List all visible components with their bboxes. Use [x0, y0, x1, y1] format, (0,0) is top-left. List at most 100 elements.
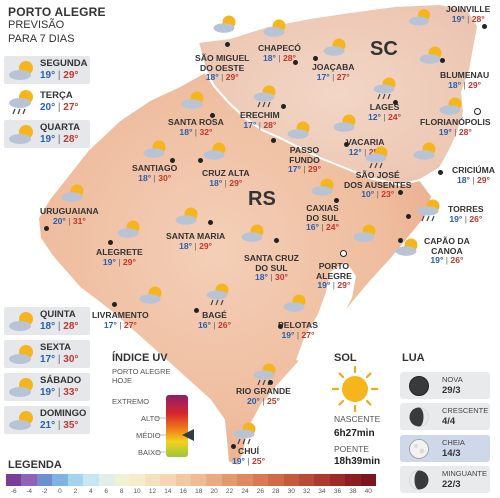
state-label-sc: SC — [370, 38, 398, 60]
waxing-moon-icon — [409, 407, 429, 427]
rain-icon — [9, 90, 33, 115]
partly-cloudy-icon — [213, 15, 236, 33]
rain-icon — [365, 146, 388, 169]
legend-value: 36 — [333, 488, 342, 495]
forecast-day-1: SEGUNDA 19° | 29° — [4, 56, 90, 84]
forecast-min: 19° — [40, 387, 56, 398]
rain-icon — [206, 283, 229, 306]
legend-value: 34 — [318, 488, 326, 495]
partly-cloudy-icon — [139, 286, 162, 304]
forecast-max: 28° — [63, 134, 79, 145]
legend-swatch — [144, 474, 161, 486]
legend-swatch — [160, 474, 176, 486]
city-lages: LAGES 12° | 24° — [368, 102, 402, 122]
partly-cloudy-icon — [263, 19, 286, 37]
uv-day: HOJE — [112, 376, 133, 385]
legend-swatch — [98, 474, 114, 486]
legend-value: 0 — [58, 488, 62, 495]
rain-icon — [233, 422, 256, 445]
forecast-max: 27° — [63, 102, 79, 113]
rain-icon — [417, 199, 440, 222]
uv-location: PORTO ALEGRE — [112, 367, 171, 376]
city-dot — [438, 170, 443, 175]
forecast-day-label: QUINTA — [40, 309, 76, 320]
rs-state-shape — [36, 70, 434, 468]
city-dot — [170, 158, 175, 163]
city-torres: TORRES 19° | 26° — [448, 204, 484, 224]
rain-icon — [373, 77, 396, 100]
uv-level-baixo: BAIXO — [138, 448, 161, 457]
partly-cloudy-icon — [333, 114, 356, 132]
partly-cloudy-icon — [413, 142, 436, 160]
state-label-rs: RS — [248, 188, 276, 210]
legend-swatch — [268, 474, 284, 486]
forecast-max: 33° — [63, 387, 79, 398]
forecast-day-label: DOMINGO — [40, 408, 87, 419]
partly-cloudy-icon — [175, 207, 198, 225]
legend-swatch — [175, 474, 192, 486]
forecast-max: 30° — [63, 354, 79, 365]
legend-value: 2 — [73, 488, 78, 495]
legend-value: 22 — [225, 488, 234, 495]
legend-swatch — [329, 474, 346, 486]
city-santiago: SANTIAGO 18° | 30° — [132, 163, 178, 183]
legend-swatch — [129, 474, 145, 486]
city-florianopolis: FLORIANÓPOLIS 19° | 28° — [420, 117, 491, 137]
city-capao-da-canoa: CAPÃO DA CANOA 19° | 26° — [424, 236, 470, 265]
sunset-label: POENTE — [334, 444, 369, 454]
city-dot — [225, 42, 230, 47]
legend-value: 16 — [179, 488, 187, 495]
partly-cloudy-icon — [117, 220, 140, 238]
legend-swatch — [83, 474, 99, 486]
uv-level-medio: MÉDIO — [136, 431, 161, 440]
sun-icon — [332, 366, 378, 412]
legend-value: 10 — [133, 488, 141, 495]
legend-swatch — [221, 474, 238, 486]
city-dot — [268, 380, 273, 385]
sun-title: SOL — [334, 352, 357, 364]
city-dot — [210, 113, 215, 118]
partly-cloudy-icon — [9, 312, 33, 331]
uv-pointer-icon — [182, 429, 194, 441]
forecast-min: 18° — [40, 321, 56, 332]
city-caxias-do-sul: CAXIAS DO SUL 16° | 24° — [306, 203, 340, 232]
sunrise-label: NASCENTE — [334, 414, 381, 424]
legend-value: 32 — [303, 488, 311, 495]
legend-value: 28 — [272, 488, 280, 495]
forecast-day-label: SEGUNDA — [40, 58, 88, 69]
city-dot — [278, 324, 283, 329]
city-dot — [313, 56, 318, 61]
partly-cloudy-icon — [203, 142, 226, 160]
legend-value: 20 — [210, 488, 218, 495]
forecast-day-label: QUARTA — [40, 122, 80, 133]
uv-level-extremo: EXTREMO — [112, 397, 150, 406]
city-joacaba: JOAÇABA 17° | 27° — [312, 62, 355, 82]
city-dot — [44, 226, 49, 231]
city-chui: CHUÍ 19° | 25° — [232, 446, 266, 466]
capital-dot — [474, 108, 481, 115]
forecast-max: 29° — [63, 70, 79, 81]
partly-cloudy-icon — [419, 46, 442, 64]
forecast-min: 20° — [40, 102, 56, 113]
forecast-min: 17° — [40, 354, 56, 365]
partly-cloudy-icon — [61, 184, 84, 202]
moon-phase-waning: MINGUANTE 22/3 — [400, 466, 490, 493]
city-uruguaiana: URUGUAIANA 20° | 31° — [40, 206, 99, 226]
legend-swatch — [21, 474, 37, 486]
city-dot — [393, 100, 398, 105]
partly-cloudy-icon — [9, 345, 33, 364]
legend-swatch — [314, 474, 330, 486]
city-pelotas: PELOTAS 19° | 27° — [278, 320, 318, 340]
capital-dot — [340, 250, 347, 257]
forecast-day-label: SÁBADO — [40, 375, 82, 386]
city-porto-alegre: PORTO ALEGRE 19° | 29° — [316, 261, 352, 290]
city-dot — [398, 190, 403, 195]
legend-swatch — [206, 474, 222, 486]
moon-phase-full: CHEIA 14/3 — [400, 435, 490, 462]
partly-cloudy-icon — [287, 121, 310, 139]
partly-cloudy-icon — [439, 97, 462, 115]
legend-value: 12 — [148, 488, 157, 495]
legend-swatch — [67, 474, 84, 486]
page-title: PORTO ALEGRE — [8, 5, 106, 19]
city-joinville: JOINVILLE 19° | 28° — [446, 4, 491, 24]
